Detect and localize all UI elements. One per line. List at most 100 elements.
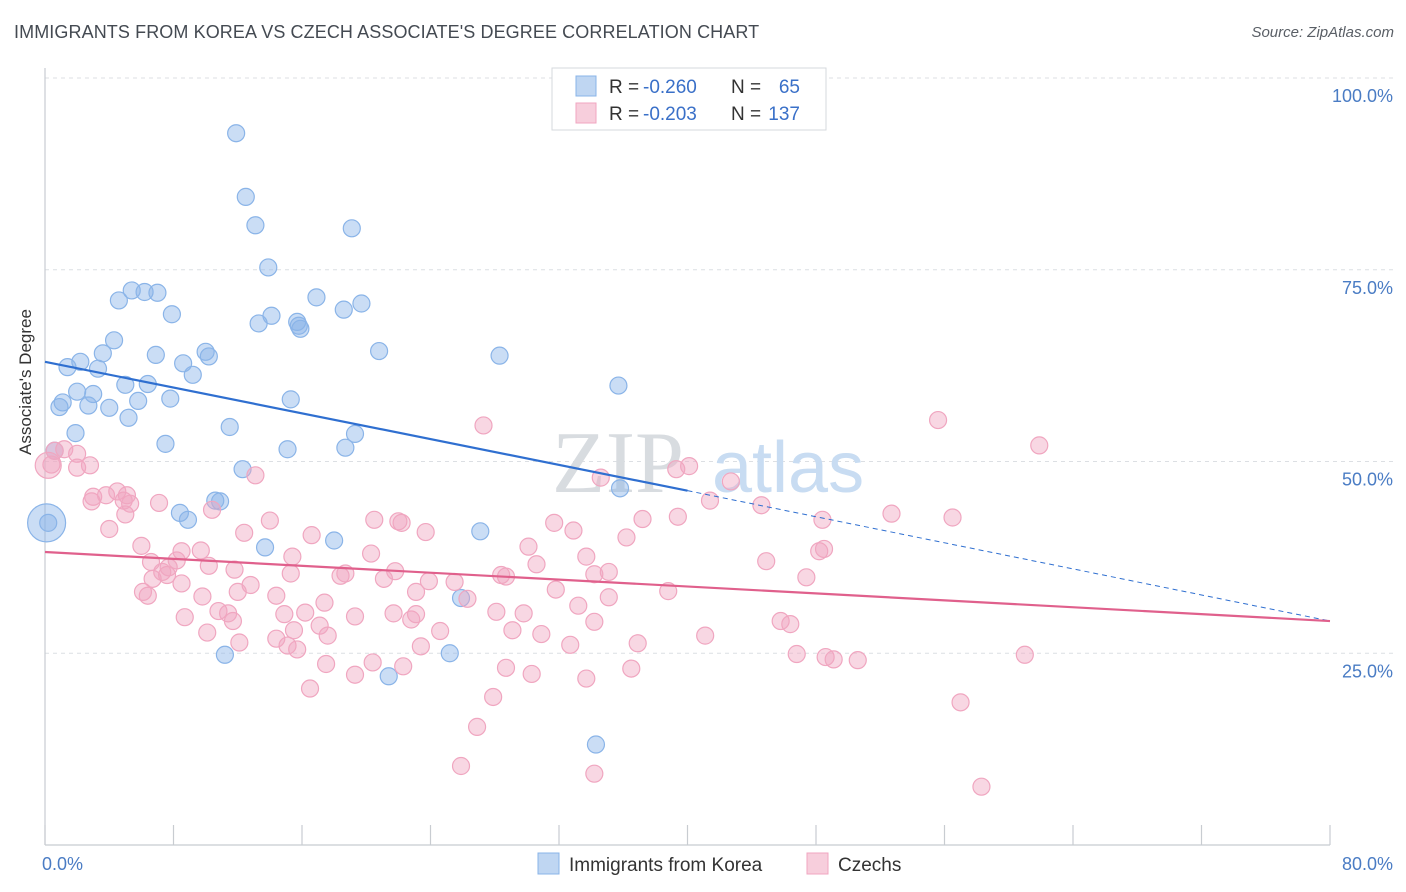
korea-point [146,345,165,364]
korea-point [50,397,69,417]
czech-point [585,565,604,584]
czech-point [316,654,336,674]
czech-point [951,693,970,712]
korea-point [440,644,459,663]
czech-point [599,588,618,607]
czech-point [522,664,541,684]
czech-point [132,536,151,555]
korea-point [236,187,255,206]
czech-point [633,509,652,529]
watermark: ZIP atlas [552,415,864,512]
czech-point [781,615,800,634]
czech-point [696,626,715,645]
korea-point [119,408,138,427]
czech-point [416,522,435,542]
korea-point [281,390,300,409]
czech-point [667,460,686,479]
data-points [27,124,1049,796]
watermark-zip: ZIP [552,415,684,512]
korea-trend-extension [687,490,1331,622]
axes [44,68,1331,846]
n-label: N = [731,77,761,98]
korea-point [379,667,398,686]
korea-point [609,376,628,395]
czech-point [228,582,247,601]
czech-point [281,564,300,583]
czech-point [972,777,991,796]
korea-point [334,300,353,319]
czech-point [138,586,157,605]
r-value: -0.260 [643,77,697,98]
korea-point [104,331,124,350]
korea-point [93,344,112,363]
czech-point [474,416,493,435]
korea-point [490,346,509,365]
korea-point [345,424,365,443]
czech-point [42,455,61,474]
korea-point [215,645,234,664]
czech-point [787,644,806,664]
korea-point [586,735,606,754]
czech-point [406,582,426,601]
czech-point [374,569,394,588]
n-value: 137 [768,104,800,125]
czech-point [496,658,516,677]
czech-point [451,756,471,776]
czech-point [108,482,127,501]
czech-point [116,505,135,524]
czech-point [532,624,551,644]
czech-point [267,586,286,605]
y-tick-labels: 25.0% 50.0% 75.0% 100.0% [1332,86,1393,681]
czech-point [143,569,162,588]
korea-point [129,391,148,411]
czech-point [527,555,546,574]
czech-point [757,552,776,571]
grid-lines [45,77,1395,654]
czech-point [284,621,304,640]
czech-point [564,521,583,540]
czech-point [363,653,382,672]
czech-point [928,410,948,430]
watermark-atlas: atlas [712,428,864,508]
czech-point [394,657,413,676]
czech-point [361,544,381,563]
czech-point [315,593,334,612]
x-tick-label-min: 0.0% [42,854,83,874]
czech-point [275,605,294,624]
czech-point [445,572,464,592]
korea-point [255,538,275,557]
czech-point [585,612,604,631]
czech-point [503,621,522,640]
korea-point [183,365,202,384]
korea-legend-swatch [575,75,597,97]
czech-point [230,633,249,652]
czech-point [814,539,834,559]
korea-trend-line [44,360,688,492]
czech-point [659,582,678,601]
czech-point [300,679,320,698]
czech-point [797,568,816,587]
korea-point [148,283,167,302]
czech-point [121,494,140,513]
czech-point [882,504,901,523]
czech-point [384,604,403,623]
czech-point [198,623,217,642]
korea-point [259,258,278,277]
czech-point [267,629,286,648]
czech-point [223,611,243,631]
czech-point [172,574,191,593]
czech-point [392,513,411,532]
korea-point [39,513,58,532]
czech-legend-swatch [575,102,597,124]
y-tick-label: 50.0% [1342,470,1393,490]
r-label: R = [609,104,639,125]
korea-point [135,282,154,302]
czech-point [668,507,687,526]
trend-lines [44,360,1331,623]
czech-point [365,510,384,529]
czech-point [278,636,297,655]
czech-trend-line [44,550,1331,623]
czech-point [68,444,87,463]
korea-point [262,306,281,325]
